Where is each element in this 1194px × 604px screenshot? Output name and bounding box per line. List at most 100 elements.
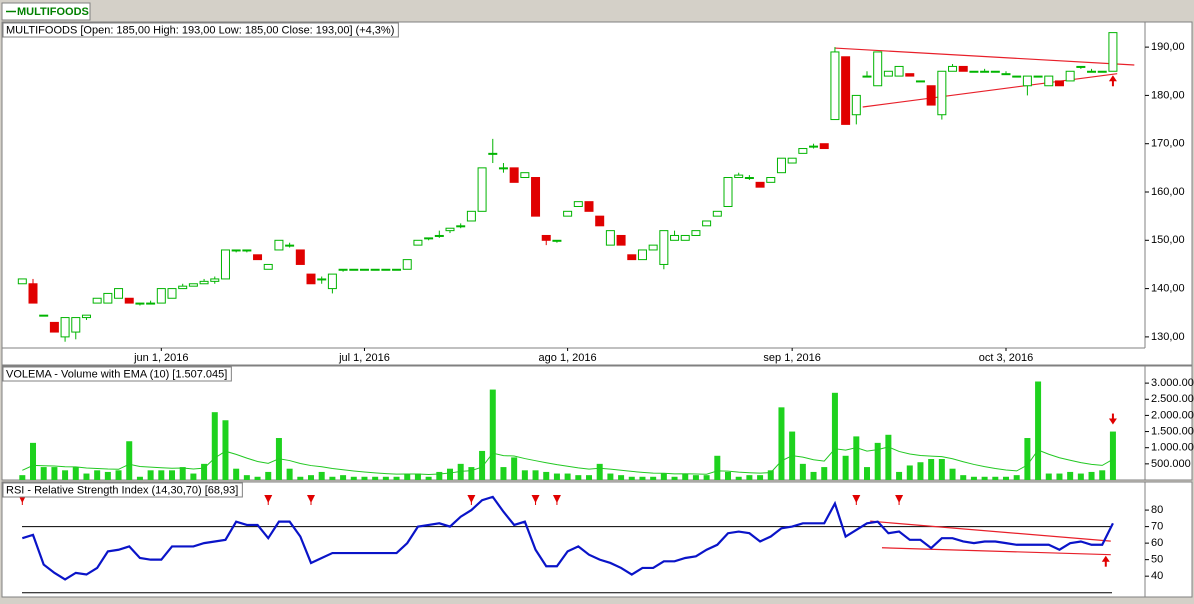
volume-bar	[992, 476, 999, 480]
title-box	[2, 366, 232, 382]
volume-bar	[414, 473, 421, 480]
volume-bar	[1077, 473, 1084, 480]
candle-body	[317, 278, 327, 281]
signal-marker	[895, 495, 904, 503]
volume-bar	[104, 471, 111, 480]
candle-body	[563, 210, 573, 217]
y-tick-label: 40	[1151, 570, 1163, 582]
price-panel	[1, 21, 1193, 366]
candle-body	[1065, 70, 1075, 82]
candle-body	[894, 65, 904, 77]
candle-body	[114, 288, 124, 299]
candle-body	[210, 278, 220, 282]
candle-body	[595, 215, 605, 227]
volume-bar	[243, 475, 250, 480]
volume-panel	[1, 365, 1193, 481]
volume-bar	[19, 475, 26, 480]
volume-bar	[340, 475, 347, 480]
panel-title-text: MULTIFOODS [Open: 185,00 High: 193,00 Lo…	[6, 24, 394, 36]
volume-bar	[51, 467, 58, 480]
candle-body	[199, 280, 209, 285]
volume-bar	[799, 463, 806, 480]
volume-bar	[767, 470, 774, 480]
volume-bar	[810, 471, 817, 480]
volume-bar	[158, 470, 165, 480]
candle-body	[915, 80, 925, 83]
candle-body	[948, 65, 958, 72]
candle-body	[744, 177, 754, 180]
x-tick-label: jun 1, 2016	[133, 352, 188, 364]
candle-body	[531, 177, 541, 217]
candle-body	[146, 302, 156, 305]
signal-marker	[552, 495, 561, 503]
candle-body	[28, 283, 38, 304]
candle-body	[862, 75, 872, 78]
candle-body	[349, 268, 359, 271]
y-tick-label: 180,00	[1151, 89, 1185, 101]
y-tick-label: 170,00	[1151, 138, 1185, 150]
signal-marker	[467, 495, 476, 503]
volume-bar	[692, 475, 699, 480]
candle-body	[49, 321, 59, 333]
y-tick-label: 80	[1151, 504, 1163, 516]
volume-bar	[329, 476, 336, 480]
candle-body	[92, 297, 102, 304]
panel-title-text: VOLEMA - Volume with EMA (10) [1.507.045…	[6, 368, 227, 380]
candle-body	[253, 254, 263, 261]
legend-box	[1, 2, 91, 21]
volume-bar	[447, 468, 454, 480]
y-tick-label: 2.000.000	[1151, 409, 1194, 421]
volume-bar	[553, 473, 560, 480]
panel-title: MULTIFOODS [Open: 185,00 High: 193,00 Lo…	[2, 22, 399, 38]
volume-bar	[297, 476, 304, 480]
volume-bar	[500, 467, 507, 480]
volume-bar	[83, 473, 90, 480]
candle-body	[830, 51, 840, 121]
volume-bar	[949, 468, 956, 480]
candle-body	[616, 234, 626, 246]
y-tick-label: 2.500.000	[1151, 393, 1194, 405]
volume-bar	[532, 470, 539, 480]
volume-bar	[607, 473, 614, 480]
candle-body	[274, 239, 284, 251]
y-tick-label: 50	[1151, 554, 1163, 566]
candle-body	[477, 167, 487, 212]
volume-bar	[126, 441, 133, 480]
candle-body	[841, 56, 851, 125]
volume-bar	[233, 468, 240, 480]
candle-body	[1012, 75, 1022, 78]
candle-body	[637, 249, 647, 261]
candle-body	[958, 65, 968, 72]
panel-title: VOLEMA - Volume with EMA (10) [1.507.045…	[2, 366, 232, 382]
volume-bar	[190, 473, 197, 480]
volume-bar	[136, 476, 143, 480]
candle-body	[883, 70, 893, 77]
panel-title-text: RSI - Relative Strength Index (14,30,70)…	[6, 484, 238, 496]
candle-body	[456, 225, 466, 228]
candle-body	[434, 234, 444, 237]
candle-body	[1033, 75, 1043, 78]
candle-body	[71, 317, 81, 333]
volume-bar	[350, 476, 357, 480]
candle-body	[787, 157, 797, 164]
y-tick-label: 60	[1151, 537, 1163, 549]
y-tick-label: 500.000	[1151, 458, 1191, 470]
y-tick-label: 70	[1151, 521, 1163, 533]
volume-bar	[1109, 431, 1116, 480]
candle-body	[402, 259, 412, 270]
candle-body	[573, 201, 583, 207]
y-tick-label: 190,00	[1151, 41, 1185, 53]
candle-body	[702, 220, 712, 227]
volume-bar	[115, 470, 122, 480]
volume-bar	[265, 471, 272, 480]
volume-bar	[938, 459, 945, 480]
candle-body	[584, 201, 594, 212]
trendline	[862, 73, 1118, 108]
x-tick-label: jul 1, 2016	[338, 352, 390, 364]
candle-body	[413, 239, 423, 246]
candle-body	[1001, 73, 1011, 76]
volume-bar	[318, 471, 325, 480]
candle-body	[1076, 65, 1086, 68]
x-tick-label: sep 1, 2016	[763, 352, 821, 364]
